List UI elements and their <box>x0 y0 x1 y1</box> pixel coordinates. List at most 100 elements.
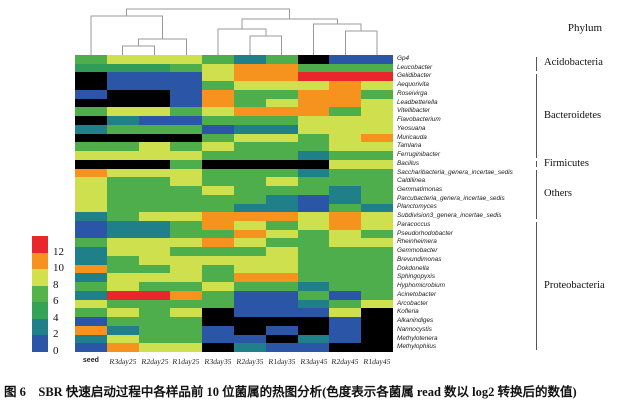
heatmap-cell <box>170 282 203 291</box>
heatmap-cell <box>361 55 393 64</box>
heatmap-cell <box>233 212 266 221</box>
heatmap-cell <box>233 343 266 352</box>
heatmap-cell <box>202 264 234 274</box>
heatmap-cell <box>138 81 171 90</box>
heatmap-cell <box>138 177 171 187</box>
heatmap-cell <box>361 220 393 230</box>
heatmap-cell <box>138 290 171 300</box>
heatmap-cell <box>361 273 393 283</box>
heatmap-cell <box>297 203 330 213</box>
heatmap-cell <box>170 255 203 265</box>
heatmap-cell <box>75 229 107 239</box>
legend-tick-label: 0 <box>53 345 59 357</box>
heatmap-cell <box>361 194 393 204</box>
heatmap-cell <box>265 255 298 265</box>
heatmap-cell <box>329 343 362 352</box>
heatmap-cell <box>233 229 266 239</box>
heatmap-cell <box>361 98 393 108</box>
heatmap-cell <box>297 238 330 248</box>
row-label: Arcobacter <box>397 299 428 307</box>
heatmap-cell <box>361 89 393 99</box>
row-label: Saccharibacteria_genera_incertae_sedis <box>397 168 513 176</box>
heatmap-cell <box>297 55 330 64</box>
phylum-label: Others <box>544 188 572 200</box>
phylum-bracket <box>536 170 538 220</box>
heatmap-cell <box>297 282 330 291</box>
heatmap-cell <box>361 308 393 318</box>
heatmap-cell <box>265 177 298 187</box>
column-label: R2day35 <box>235 357 264 366</box>
heatmap-cell <box>265 264 298 274</box>
heatmap-cell <box>170 72 203 82</box>
heatmap-cell <box>106 98 139 108</box>
legend-color-band <box>32 302 48 319</box>
heatmap-cell <box>265 194 298 204</box>
heatmap-cell <box>233 325 266 335</box>
heatmap-grid <box>75 55 393 352</box>
legend-tick-label: 8 <box>53 278 59 291</box>
heatmap-cell <box>297 212 330 221</box>
heatmap-cell <box>233 124 266 134</box>
heatmap-cell <box>297 98 330 108</box>
heatmap-cell <box>329 194 362 204</box>
heatmap-cell <box>170 151 203 160</box>
heatmap-cell <box>297 159 330 169</box>
heatmap-cell <box>106 212 139 221</box>
heatmap-cell <box>202 325 234 335</box>
heatmap-cell <box>361 325 393 335</box>
heatmap-cell <box>329 264 362 274</box>
legend-tick-label: 6 <box>53 295 59 308</box>
heatmap-cell <box>329 308 362 318</box>
heatmap-cell <box>75 282 107 291</box>
heatmap-cell <box>75 89 107 99</box>
heatmap-cell <box>233 220 266 230</box>
heatmap-cell <box>297 124 330 134</box>
row-label: Rheinheimera <box>397 238 437 246</box>
row-labels: Gp4 Leucobacter Gelidibacter Aequorivita Ros… <box>397 55 557 352</box>
heatmap-cell <box>297 107 330 117</box>
heatmap-cell <box>297 273 330 283</box>
heatmap-cell <box>202 186 234 195</box>
heatmap-cell <box>297 255 330 265</box>
heatmap-cell <box>297 264 330 274</box>
heatmap-cell <box>138 334 171 344</box>
heatmap-cell <box>329 98 362 108</box>
row-label: Flavobacterium <box>397 116 441 124</box>
row-label: Methylophilus <box>397 343 437 351</box>
heatmap-cell <box>170 343 203 352</box>
heatmap-cell <box>202 159 234 169</box>
heatmap-cell <box>170 177 203 187</box>
heatmap-cell <box>361 247 393 256</box>
heatmap-cell <box>233 317 266 326</box>
heatmap-cell <box>106 133 139 143</box>
heatmap-cell <box>106 308 139 318</box>
legend-color-band <box>32 269 48 286</box>
heatmap-cell <box>106 334 139 344</box>
heatmap-cell <box>170 116 203 125</box>
heatmap-cell <box>106 229 139 239</box>
heatmap-cell <box>138 273 171 283</box>
heatmap-cell <box>361 177 393 187</box>
heatmap-cell <box>170 308 203 318</box>
heatmap-cell <box>75 63 107 73</box>
column-label: R2day25 <box>140 357 169 366</box>
column-label: R3day35 <box>204 357 233 366</box>
row-label: Brevundimonas <box>397 255 442 263</box>
heatmap-cell <box>361 142 393 152</box>
heatmap-cell <box>202 116 234 125</box>
heatmap-cell <box>233 299 266 309</box>
heatmap-cell <box>202 212 234 221</box>
phylum-label: Acidobacteria <box>544 57 603 69</box>
legend-tick-label: 12 <box>53 245 64 258</box>
column-label: R1day25 <box>172 357 201 366</box>
heatmap-cell <box>297 229 330 239</box>
heatmap-cell <box>75 317 107 326</box>
heatmap-cell <box>265 229 298 239</box>
heatmap-cell <box>202 255 234 265</box>
heatmap-cell <box>106 81 139 90</box>
row-label: Methylotenera <box>397 334 438 342</box>
column-label: R2day45 <box>331 357 360 366</box>
heatmap-cell <box>138 255 171 265</box>
heatmap-cell <box>75 212 107 221</box>
heatmap-cell <box>138 238 171 248</box>
